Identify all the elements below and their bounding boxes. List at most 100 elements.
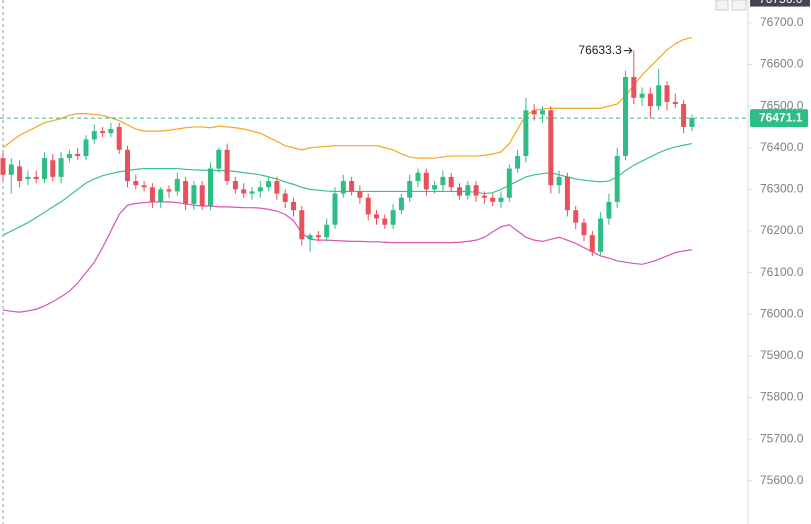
candle-body — [548, 110, 554, 186]
candle-body — [672, 101, 678, 105]
candle-body — [481, 195, 487, 198]
max-arrow — [623, 47, 633, 55]
candle-body — [125, 149, 130, 182]
candle-body — [199, 185, 205, 207]
candle-body — [133, 181, 139, 186]
candle-body — [681, 104, 687, 127]
candle-body — [100, 131, 106, 134]
candle-body — [315, 235, 321, 238]
candle-body — [174, 178, 180, 192]
candle-body — [423, 172, 429, 190]
candle-body — [556, 176, 562, 186]
candle-body — [573, 210, 579, 223]
band-line — [2, 143, 693, 236]
candle-body — [664, 85, 670, 102]
candle-body — [149, 187, 155, 202]
crosshair-price-box — [750, 0, 810, 7]
candle-body — [515, 156, 521, 169]
candle-body — [191, 185, 197, 204]
y-tick-label: 75800.0 — [760, 390, 804, 404]
candle-body — [141, 185, 147, 188]
candle-body — [407, 181, 413, 198]
candle-body — [75, 153, 81, 157]
candle-body — [25, 176, 31, 179]
candle-body — [382, 218, 388, 225]
candle-body — [282, 193, 288, 202]
y-tick-label: 76200.0 — [760, 223, 804, 237]
candle-body — [50, 160, 56, 177]
candle-body — [647, 93, 653, 107]
y-tick-label: 76400.0 — [760, 140, 804, 154]
candle-body — [108, 129, 114, 134]
band-line — [2, 201, 692, 313]
last-price-label: 76471.1 — [759, 110, 803, 124]
toolbar-button[interactable] — [715, 0, 729, 11]
candle-body — [83, 139, 89, 157]
candle-body — [390, 210, 396, 225]
candle-body — [365, 197, 371, 215]
candle-body — [8, 164, 14, 175]
candle-body — [266, 181, 272, 188]
toolbar-button[interactable] — [731, 0, 747, 11]
candle-body — [589, 235, 595, 252]
candle-body — [598, 218, 604, 252]
candle-body — [249, 191, 255, 194]
candle-body — [606, 201, 612, 219]
candle-body — [440, 176, 446, 186]
candle-body — [415, 172, 421, 182]
candle-body — [398, 197, 404, 211]
candle-body — [17, 166, 23, 182]
candle-body — [208, 168, 213, 207]
candle-body — [564, 176, 570, 211]
candle-body — [498, 197, 504, 202]
candle-body — [274, 181, 280, 194]
candle-body — [257, 187, 263, 192]
candle-body — [540, 110, 545, 115]
candle-body — [631, 76, 637, 98]
candle-body — [166, 189, 172, 192]
candle-body — [457, 187, 462, 196]
y-tick-label: 75900.0 — [760, 348, 804, 362]
candle-body — [324, 224, 330, 238]
y-tick-label: 75700.0 — [760, 431, 804, 445]
candle-body — [506, 168, 512, 198]
candle-body — [656, 85, 662, 107]
candle-body — [42, 158, 47, 179]
candle-body — [465, 185, 471, 196]
candle-body — [58, 158, 64, 177]
candle-body — [0, 158, 6, 175]
y-tick-label: 76100.0 — [760, 265, 804, 279]
candle-body — [224, 149, 230, 182]
candle-body — [523, 110, 529, 157]
candle-body — [531, 110, 537, 115]
candle-body — [291, 201, 296, 211]
candle-body — [33, 176, 39, 179]
candle-body — [340, 181, 346, 194]
candle-body — [623, 76, 628, 157]
y-tick-label: 76600.0 — [760, 57, 804, 71]
candle-body — [332, 193, 338, 225]
candle-body — [158, 189, 164, 202]
candle-body — [241, 189, 247, 194]
band-line — [2, 36, 693, 159]
y-tick-label: 76500.0 — [760, 98, 804, 112]
candle-body — [349, 181, 355, 192]
candle-body — [216, 149, 222, 169]
y-tick-label: 75600.0 — [760, 473, 804, 487]
y-tick-label: 76000.0 — [760, 306, 804, 320]
candle-body — [448, 176, 454, 188]
candle-body — [614, 156, 620, 202]
candle-body — [374, 214, 379, 219]
candle-body — [490, 197, 496, 202]
candle-body — [232, 181, 238, 190]
last-price-box — [750, 109, 808, 128]
candle-body — [473, 185, 479, 196]
candle-body — [689, 118, 695, 127]
y-tick-label: 76700.0 — [760, 15, 804, 29]
max-price-label: 76633.3 — [578, 43, 622, 57]
candle-body — [581, 222, 587, 236]
candle-body — [91, 131, 97, 140]
candle-body — [432, 185, 438, 190]
candle-body — [299, 210, 305, 240]
y-tick-label: 76300.0 — [760, 182, 804, 196]
